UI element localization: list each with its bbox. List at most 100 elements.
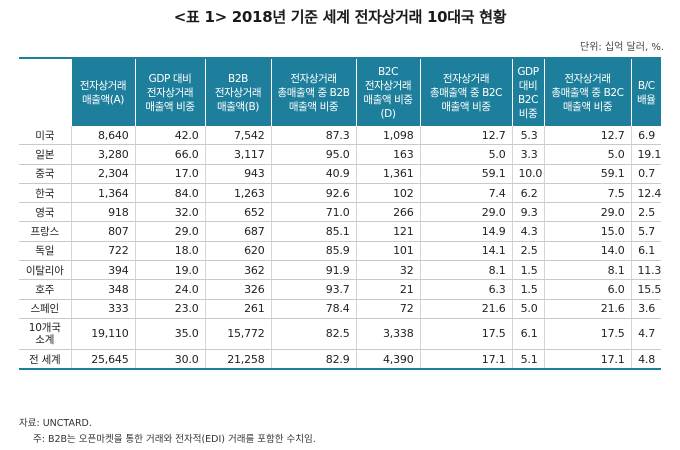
table-cell: 5.0 (511, 299, 544, 319)
column-header: GDP 대비 전자상거래 매출액 비중 (134, 58, 205, 126)
table-cell: 6.1 (630, 241, 661, 262)
row-label: 이탈리아 (19, 260, 71, 281)
table-cell: 362 (204, 260, 271, 281)
table-cell: 1,361 (355, 164, 420, 184)
table-cell: 42.0 (134, 126, 205, 146)
table-cell: 3,338 (355, 318, 420, 350)
table-cell: 35.0 (134, 318, 205, 350)
table-row: 독일 722 18.0 620 85.9 101 14.1 2.5 14.0 6.1 (19, 241, 661, 262)
table-row: 프랑스 807 29.0 687 85.1 121 14.9 4.3 15.0 5.7 (19, 221, 661, 242)
table-cell: 32.0 (134, 202, 205, 223)
table-cell: 8.1 (419, 260, 512, 281)
table-cell: 4,390 (355, 349, 420, 371)
table-row: 이탈리아 394 19.0 362 91.9 32 8.1 1.5 8.1 11.3 (19, 260, 661, 281)
table-cell: 6.2 (511, 183, 544, 204)
table-cell: 14.9 (419, 221, 512, 242)
table-row: 호주 348 24.0 326 93.7 21 6.3 1.5 6.0 15.5 (19, 279, 661, 300)
table-cell: 9.3 (511, 202, 544, 223)
table-cell: 85.9 (270, 241, 356, 262)
table-cell: 3.6 (630, 299, 661, 319)
table-cell: 66.0 (134, 144, 205, 165)
table-cell: 7.5 (543, 183, 631, 204)
table-cell: 722 (70, 241, 135, 262)
table-cell: 2,304 (70, 164, 135, 184)
row-label: 독일 (19, 241, 71, 262)
table-row: 중국 2,304 17.0 943 40.9 1,361 59.1 10.0 59.1 0.7 (19, 164, 661, 184)
column-header: 전자상거래 총매출액 중 B2C 매출액 비중 (543, 58, 631, 126)
table-cell: 4.3 (511, 221, 544, 242)
unit-label: 단위: 십억 달러, %. (580, 42, 664, 53)
table-cell: 84.0 (134, 183, 205, 204)
column-header: B/C 배율 (630, 58, 661, 126)
table-cell: 32 (355, 260, 420, 281)
table-cell: 85.1 (270, 221, 356, 242)
table-cell: 652 (204, 202, 271, 223)
table-cell: 15.0 (543, 221, 631, 242)
table-cell: 23.0 (134, 299, 205, 319)
table-cell: 4.8 (630, 349, 661, 371)
table-cell: 17.5 (419, 318, 512, 350)
table-cell: 687 (204, 221, 271, 242)
table-cell: 12.4 (630, 183, 661, 204)
table-cell: 1.5 (511, 260, 544, 281)
table-cell: 8,640 (70, 126, 135, 146)
table-cell: 11.3 (630, 260, 661, 281)
table-row: 스페인 333 23.0 261 78.4 72 21.6 5.0 21.6 3.6 (19, 299, 661, 319)
table-cell: 620 (204, 241, 271, 262)
table-cell: 24.0 (134, 279, 205, 300)
table-cell: 394 (70, 260, 135, 281)
table-cell: 5.3 (511, 126, 544, 146)
column-header: 전자상거래 총매출액 중 B2B 매출액 비중 (270, 58, 356, 126)
table-cell: 29.0 (419, 202, 512, 223)
table-row: 영국 918 32.0 652 71.0 266 29.0 9.3 29.0 2.5 (19, 202, 661, 223)
table-cell: 2.5 (630, 202, 661, 223)
table-cell: 10.0 (511, 164, 544, 184)
table-cell: 6.3 (419, 279, 512, 300)
table-cell: 261 (204, 299, 271, 319)
table-cell: 71.0 (270, 202, 356, 223)
table-cell: 19.1 (630, 144, 661, 165)
data-table: 전자상거래 매출액(A) GDP 대비 전자상거래 매출액 비중 B2B 전자상거래 매출액(… (19, 57, 661, 371)
table-cell: 78.4 (270, 299, 356, 319)
table-row: 전 세계 25,645 30.0 21,258 82.9 4,390 17.1 5.1 17.1… (19, 349, 661, 371)
table-cell: 1,098 (355, 126, 420, 146)
table-cell: 348 (70, 279, 135, 300)
table-cell: 59.1 (419, 164, 512, 184)
footnote: 주: B2B는 오픈마켓을 통한 거래와 전자적(EDI) 거래를 포함한 수치… (33, 434, 316, 445)
table-cell: 326 (204, 279, 271, 300)
table-cell: 21 (355, 279, 420, 300)
table-cell: 29.0 (543, 202, 631, 223)
table-cell: 1,364 (70, 183, 135, 204)
table-cell: 40.9 (270, 164, 356, 184)
table-cell: 17.1 (543, 349, 631, 371)
column-header: B2B 전자상거래 매출액(B) (204, 58, 271, 126)
table-cell: 2.5 (511, 241, 544, 262)
table-cell: 121 (355, 221, 420, 242)
header-row: 전자상거래 매출액(A) GDP 대비 전자상거래 매출액 비중 B2B 전자상거래 매출액(… (19, 58, 661, 126)
table-cell: 4.7 (630, 318, 661, 350)
table-cell: 8.1 (543, 260, 631, 281)
table-cell: 0.7 (630, 164, 661, 184)
table-cell: 92.6 (270, 183, 356, 204)
column-header (19, 58, 71, 126)
source-note: 자료: UNCTARD. (19, 418, 92, 429)
row-label: 영국 (19, 202, 71, 223)
table-cell: 18.0 (134, 241, 205, 262)
table-cell: 19.0 (134, 260, 205, 281)
table-cell: 29.0 (134, 221, 205, 242)
column-header: 전자상거래 총매출액 중 B2C 매출액 비중 (419, 58, 512, 126)
table-cell: 5.0 (543, 144, 631, 165)
table-row: 미국 8,640 42.0 7,542 87.3 1,098 12.7 5.3 12.7 6.9 (19, 126, 661, 146)
table-cell: 87.3 (270, 126, 356, 146)
table-cell: 25,645 (70, 349, 135, 371)
table-title: <표 1> 2018년 기준 세계 전자상거래 10대국 현황 (173, 8, 507, 26)
column-header: GDP 대비 B2C 비중 (511, 58, 544, 126)
table-cell: 59.1 (543, 164, 631, 184)
table-cell: 17.1 (419, 349, 512, 371)
table-cell: 72 (355, 299, 420, 319)
table-cell: 163 (355, 144, 420, 165)
table-cell: 5.1 (511, 349, 544, 371)
row-label: 전 세계 (19, 349, 71, 371)
table-cell: 7,542 (204, 126, 271, 146)
column-header: B2C 전자상거래 매출액 비중 (D) (355, 58, 420, 126)
